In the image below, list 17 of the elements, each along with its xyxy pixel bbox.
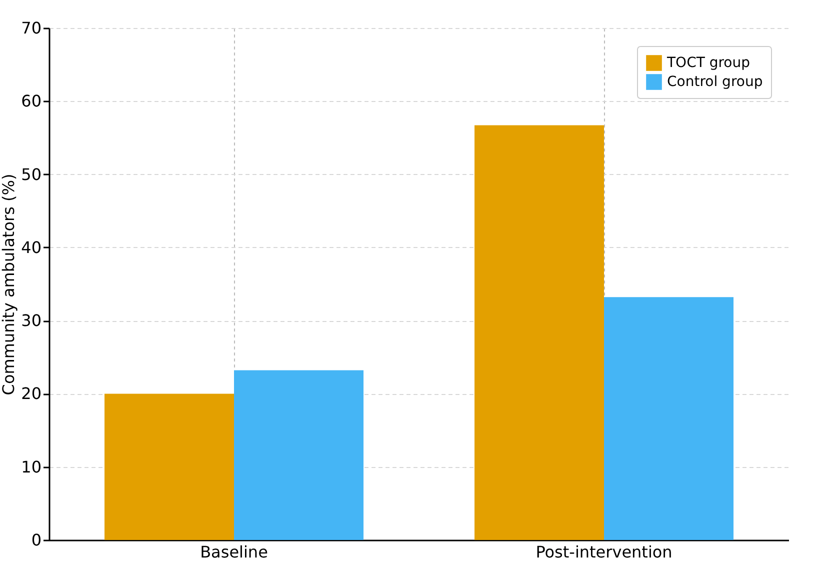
x-tick-label: Baseline bbox=[200, 542, 268, 562]
y-tick-label: 20 bbox=[21, 384, 42, 404]
bar bbox=[104, 394, 234, 540]
y-tick-label: 10 bbox=[21, 457, 42, 476]
y-tick-label: 30 bbox=[21, 311, 42, 330]
bar bbox=[234, 370, 364, 540]
bar bbox=[604, 297, 734, 540]
y-tick-label: 70 bbox=[21, 18, 42, 38]
legend-label: TOCT group bbox=[666, 55, 750, 71]
y-tick-label: 50 bbox=[21, 164, 42, 184]
x-tick-label: Post-intervention bbox=[536, 542, 672, 562]
y-tick-label: 60 bbox=[21, 92, 42, 111]
y-tick-label: 0 bbox=[31, 530, 42, 550]
y-axis-title: Community ambulators (%) bbox=[0, 174, 18, 396]
bar bbox=[474, 125, 604, 540]
y-tick-label: 40 bbox=[21, 238, 42, 257]
legend-label: Control group bbox=[667, 74, 763, 90]
